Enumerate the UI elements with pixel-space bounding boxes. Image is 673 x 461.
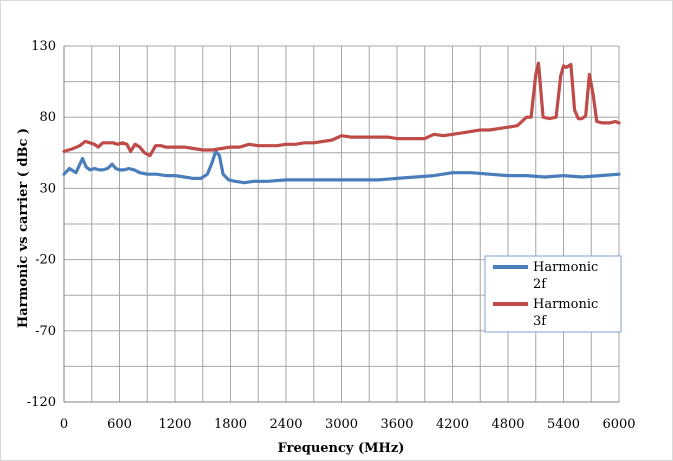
series-line-3f: [62, 61, 621, 158]
x-tick-labels: 0 600 1200 1800 2400 3000 3600 4200 4800 5400 6000: [60, 417, 636, 432]
x-tick-label: 6000: [602, 417, 635, 432]
x-tick-label: 4800: [491, 417, 524, 432]
legend-label-2f-line1: Harmonic: [533, 260, 598, 275]
x-tick-label: 1200: [158, 417, 191, 432]
y-tick-label: 130: [31, 39, 56, 54]
legend-label-3f-line2: 3f: [533, 314, 547, 329]
x-tick-label: 5400: [547, 417, 580, 432]
y-tick-label: -20: [35, 253, 56, 268]
y-tick-label: 30: [39, 181, 56, 196]
x-tick-label: 0: [60, 417, 68, 432]
x-tick-label: 600: [107, 417, 132, 432]
legend-label-2f-line2: 2f: [533, 277, 547, 292]
series-lines: [62, 61, 621, 185]
legend: Harmonic 2f Harmonic 3f: [484, 255, 622, 333]
grid: [63, 45, 620, 403]
y-tick-labels: 130 80 30 -20 -70 -120: [27, 39, 56, 410]
y-tick-label: -120: [27, 395, 56, 410]
x-tick-label: 2400: [269, 417, 302, 432]
x-axis-title: Frequency (MHz): [278, 441, 405, 456]
series-line-2f: [62, 149, 621, 185]
x-tick-label: 3600: [380, 417, 413, 432]
y-axis-title: Harmonic vs carrier ( dBc ): [16, 128, 31, 328]
x-tick-label: 3000: [325, 417, 358, 432]
x-tick-label: 1800: [214, 417, 247, 432]
y-tick-label: 80: [39, 110, 56, 125]
legend-label-3f-line1: Harmonic: [533, 297, 598, 312]
axes: [63, 46, 619, 403]
y-tick-label: -70: [35, 324, 56, 339]
x-tick-label: 4200: [436, 417, 469, 432]
